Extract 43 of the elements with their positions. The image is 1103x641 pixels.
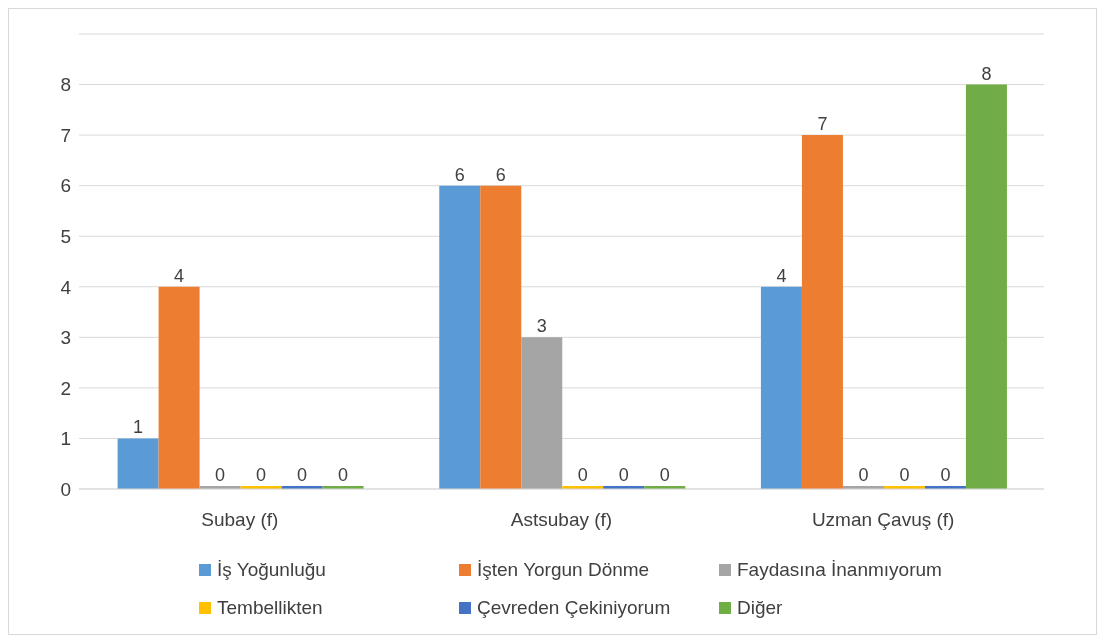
bar (760, 286, 802, 489)
legend-label: Tembellikten (216, 597, 324, 619)
x-tick-label: Astsubay (f) (510, 509, 613, 531)
y-tick-label: 2 (60, 377, 71, 399)
y-tick-label: 7 (60, 124, 71, 146)
data-label: 4 (776, 265, 787, 286)
legend-label: Çevreden Çekiniyorum (476, 597, 672, 619)
data-label: 6 (454, 164, 465, 185)
data-label: 0 (940, 465, 951, 485)
legend-label: Diğer (736, 597, 784, 619)
y-tick-label: 1 (60, 428, 71, 450)
data-label: 0 (577, 465, 588, 485)
data-label: 0 (618, 465, 629, 485)
data-label: 4 (174, 265, 185, 286)
bar (965, 84, 1007, 489)
data-label: 0 (297, 465, 308, 485)
y-tick-label: 4 (60, 276, 72, 298)
x-tick-label: Uzman Çavuş (f) (811, 509, 955, 531)
y-tick-label: 6 (60, 175, 71, 197)
data-label: 7 (817, 114, 828, 135)
data-label: 0 (659, 465, 670, 485)
data-label: 0 (858, 465, 869, 485)
data-label: 8 (981, 63, 992, 84)
y-tick-label: 3 (60, 327, 71, 349)
legend-label: İşten Yorgun Dönme (476, 559, 651, 581)
data-label: 0 (256, 465, 267, 485)
data-label: 0 (338, 465, 349, 485)
legend-label: Faydasına İnanmıyorum (736, 559, 943, 581)
y-tick-label: 0 (60, 478, 71, 500)
bar (480, 185, 522, 489)
y-tick-label: 8 (60, 74, 71, 96)
data-label: 6 (495, 164, 506, 185)
data-label: 0 (215, 465, 226, 485)
legend-label: İş Yoğunluğu (216, 559, 327, 581)
bar (439, 185, 481, 489)
y-tick-label: 5 (60, 225, 71, 247)
data-label: 1 (133, 417, 144, 438)
data-label: 0 (899, 465, 910, 485)
x-tick-label: Subay (f) (201, 509, 279, 531)
bar (521, 337, 563, 489)
data-label: 3 (536, 316, 547, 337)
bar (801, 135, 843, 489)
bar (158, 286, 200, 489)
